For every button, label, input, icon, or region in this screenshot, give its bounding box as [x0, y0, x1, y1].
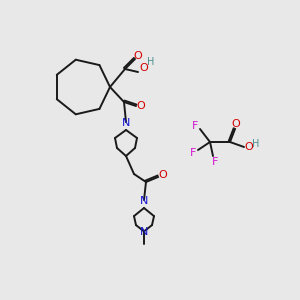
Text: F: F: [212, 157, 218, 167]
Text: O: O: [140, 63, 148, 73]
Text: F: F: [190, 148, 196, 158]
Text: H: H: [147, 57, 155, 67]
Text: H: H: [252, 139, 260, 149]
Text: O: O: [159, 170, 167, 180]
Text: O: O: [232, 119, 240, 129]
Text: O: O: [134, 51, 142, 61]
Text: O: O: [244, 142, 253, 152]
Text: O: O: [136, 101, 146, 111]
Text: N: N: [122, 118, 130, 128]
Text: N: N: [140, 196, 148, 206]
Text: N: N: [140, 227, 148, 237]
Text: F: F: [192, 121, 198, 131]
